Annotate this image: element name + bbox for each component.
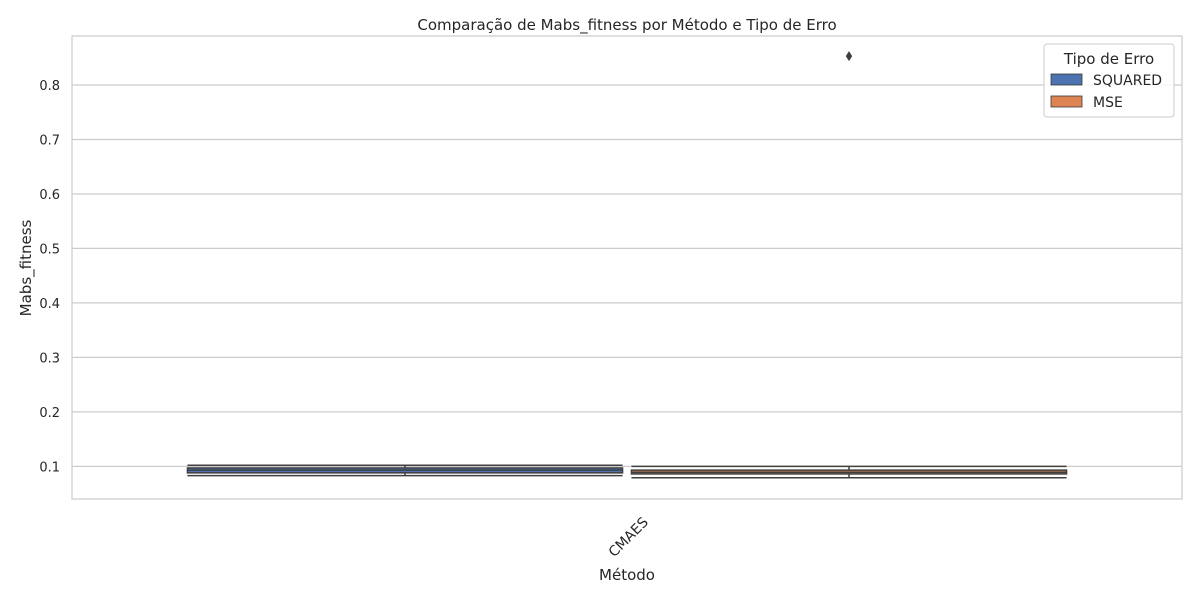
legend-label-mse: MSE [1093, 95, 1123, 111]
legend-title: Tipo de Erro [1063, 50, 1154, 68]
y-tick-label: 0.1 [39, 460, 60, 475]
x-axis-label: Método [599, 566, 655, 584]
x-axis: CMAES [606, 514, 652, 560]
grid [72, 84, 1182, 467]
x-tick-label: CMAES [606, 514, 652, 560]
y-tick-label: 0.4 [39, 297, 60, 312]
y-axis-label: Mabs_fitness [17, 219, 36, 316]
y-tick-label: 0.3 [39, 351, 60, 366]
legend: Tipo de Erro SQUARED MSE [1043, 43, 1175, 118]
y-tick-label: 0.5 [39, 242, 60, 257]
chart-title: Comparação de Mabs_fitness por Método e … [417, 16, 836, 35]
y-tick-label: 0.2 [39, 406, 60, 421]
outlier-point [845, 51, 853, 62]
y-tick-label: 0.7 [39, 133, 60, 148]
plot-area [186, 51, 1068, 479]
y-tick-label: 0.8 [39, 79, 60, 94]
plot-frame [71, 35, 1183, 500]
legend-swatch-mse [1050, 95, 1083, 108]
y-axis: 0.1 0.2 0.3 0.4 0.5 0.6 0.7 0.8 [39, 79, 60, 475]
legend-swatch-squared [1050, 73, 1083, 86]
y-tick-label: 0.6 [39, 188, 60, 203]
legend-label-squared: SQUARED [1093, 73, 1162, 89]
